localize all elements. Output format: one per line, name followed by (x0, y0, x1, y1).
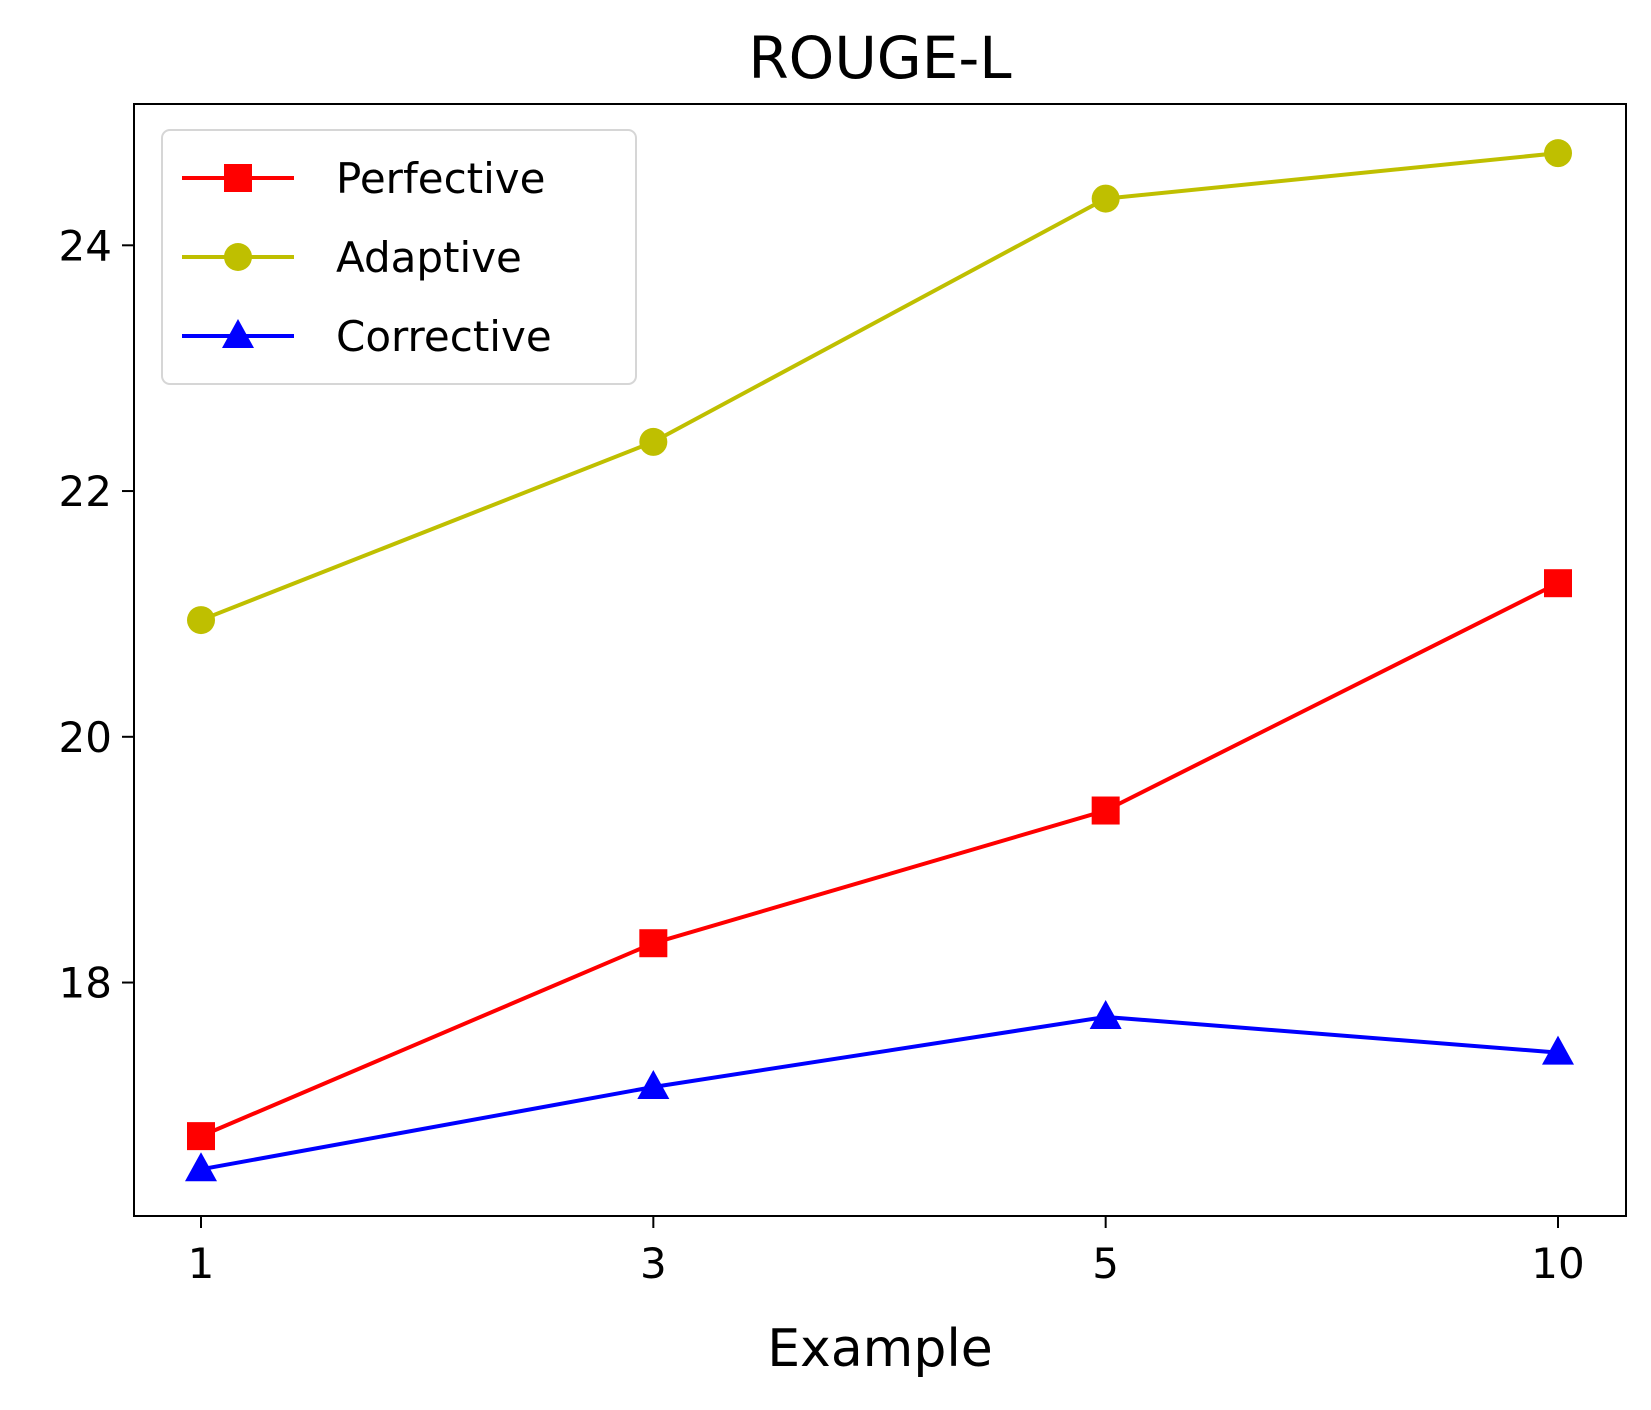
data-point-corrective (1542, 1035, 1574, 1065)
x-axis-label: Example (767, 1319, 993, 1379)
data-point-adaptive (1091, 184, 1120, 213)
series-adaptive (187, 139, 1572, 635)
legend-marker-corrective (222, 319, 254, 348)
y-tick-label: 20 (59, 713, 112, 762)
legend-box (161, 129, 637, 385)
y-tick-label: 22 (59, 467, 112, 516)
legend-label-adaptive: Adaptive (336, 233, 522, 282)
legend-item-adaptive: Adaptive (182, 233, 522, 282)
axes-frame (133, 103, 1627, 1217)
series-line-adaptive (200, 151, 1559, 622)
legend-label-perfective: Perfective (336, 154, 546, 203)
legend: Perfective Adaptive Corrective (161, 129, 637, 385)
x-tick-label: 3 (640, 1239, 667, 1288)
y-tick-label: 18 (59, 959, 112, 1008)
x-tick-label: 5 (1092, 1239, 1119, 1288)
legend-item-corrective: Corrective (182, 312, 552, 361)
x-tick-label: 1 (188, 1239, 215, 1288)
y-axis: 18 20 22 24 (59, 221, 134, 1008)
chart-title: ROUGE-L (748, 24, 1011, 92)
data-point-adaptive (639, 427, 668, 456)
data-point-perfective (1544, 569, 1572, 598)
data-point-corrective (185, 1152, 217, 1182)
data-point-corrective (1089, 999, 1122, 1029)
series-line-corrective (200, 1014, 1559, 1172)
x-axis: 1 3 5 10 (188, 1216, 1585, 1288)
series-corrective (185, 999, 1574, 1182)
legend-item-perfective: Perfective (182, 154, 546, 203)
x-tick-label: 10 (1531, 1239, 1584, 1288)
series-line-perfective (200, 581, 1559, 1138)
data-point-adaptive (1544, 139, 1572, 168)
series-perfective (187, 569, 1572, 1151)
legend-marker-adaptive (224, 243, 252, 271)
data-point-adaptive (187, 606, 215, 635)
data-point-perfective (1091, 796, 1120, 825)
plot-area (185, 139, 1574, 1182)
legend-marker-perfective (224, 164, 252, 192)
y-tick-label: 24 (59, 221, 112, 270)
data-point-corrective (637, 1069, 670, 1099)
data-point-perfective (187, 1122, 215, 1151)
data-point-perfective (639, 929, 668, 958)
legend-label-corrective: Corrective (336, 312, 552, 361)
